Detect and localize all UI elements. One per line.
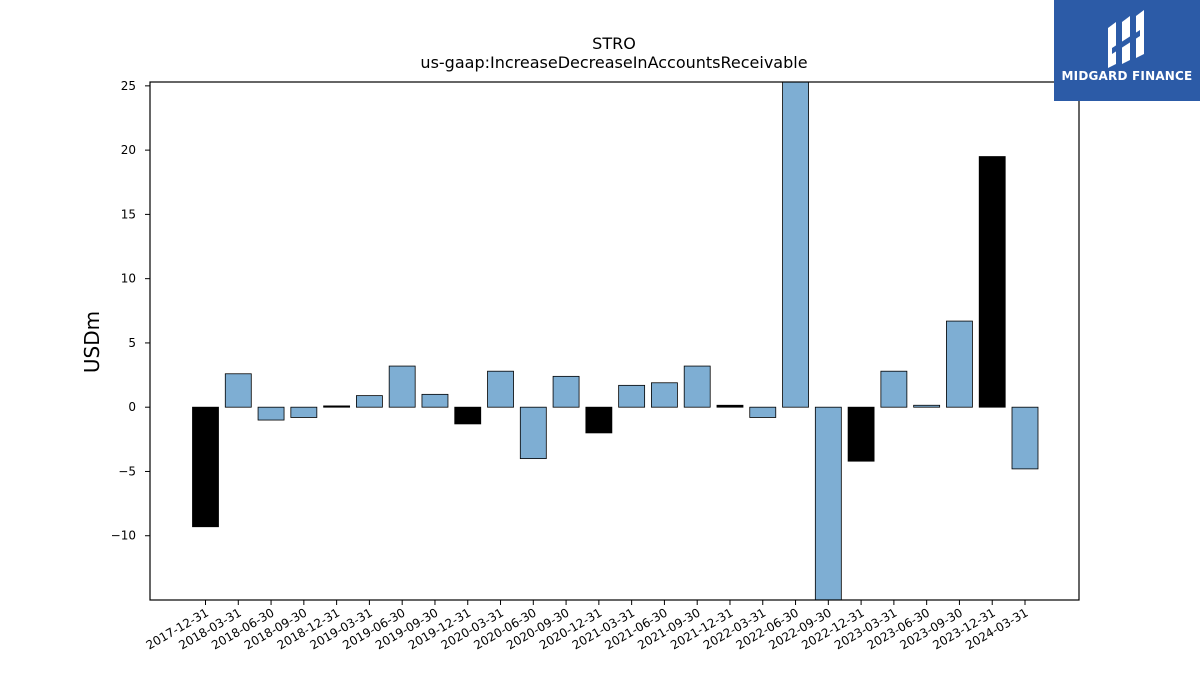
y-tick-label: 20: [121, 143, 136, 157]
bar-2022-03-31: [749, 406, 777, 418]
bar-2019-03-31: [355, 395, 383, 408]
bar-2020-09-30: [552, 375, 580, 408]
bar-2023-06-30: [913, 404, 941, 408]
y-tick-label: 25: [121, 79, 136, 93]
bar-2024-03-31: [1011, 406, 1039, 470]
bar-2018-06-30: [257, 406, 285, 421]
bar-2022-09-30: [814, 406, 842, 601]
bar-2019-06-30: [388, 365, 416, 408]
y-tick-label: 10: [121, 272, 136, 286]
bar-2020-12-31: [585, 406, 613, 434]
midgard-finance-logo: MIDGARD FINANCE: [1054, 0, 1200, 101]
bar-2023-09-30: [946, 320, 973, 408]
bar-2018-03-31: [224, 373, 252, 408]
bar-2017-12-31: [192, 406, 219, 528]
logo-mark-icon: [1108, 10, 1144, 68]
bar-2022-12-31: [847, 406, 875, 462]
bar-2021-12-31: [716, 404, 744, 408]
bar-2023-12-31: [978, 156, 1006, 408]
chart-subtitle: us-gaap:IncreaseDecreaseInAccountsReceiv…: [420, 53, 807, 72]
x-axis: 2017-12-312018-03-312018-06-302018-09-30…: [144, 600, 1031, 652]
bar-2019-12-31: [454, 406, 482, 425]
y-tick-label: −5: [118, 464, 136, 478]
logo-text: MIDGARD FINANCE: [1061, 69, 1193, 83]
bar-2022-06-30: [782, 81, 809, 408]
y-axis-label: USDm: [80, 311, 104, 373]
bar-2019-09-30: [421, 393, 449, 408]
plot-frame: [149, 81, 1080, 601]
y-tick-label: 15: [121, 207, 136, 221]
chart-title: STRO: [592, 34, 636, 53]
bar-2018-12-31: [323, 405, 351, 408]
bars-group: [192, 81, 1039, 601]
bar-2021-09-30: [683, 365, 711, 408]
bar-2020-06-30: [519, 406, 547, 460]
y-tick-label: 0: [128, 400, 136, 414]
y-tick-label: 5: [128, 336, 136, 350]
bar-2018-09-30: [290, 406, 318, 418]
bar-2021-06-30: [651, 382, 678, 408]
y-axis: −10 −5 0 5 10 15 20 25: [111, 79, 150, 543]
bar-2021-03-31: [618, 384, 646, 408]
bar-2020-03-31: [487, 370, 514, 408]
bar-2023-03-31: [880, 370, 908, 408]
y-tick-label: −10: [111, 529, 136, 543]
